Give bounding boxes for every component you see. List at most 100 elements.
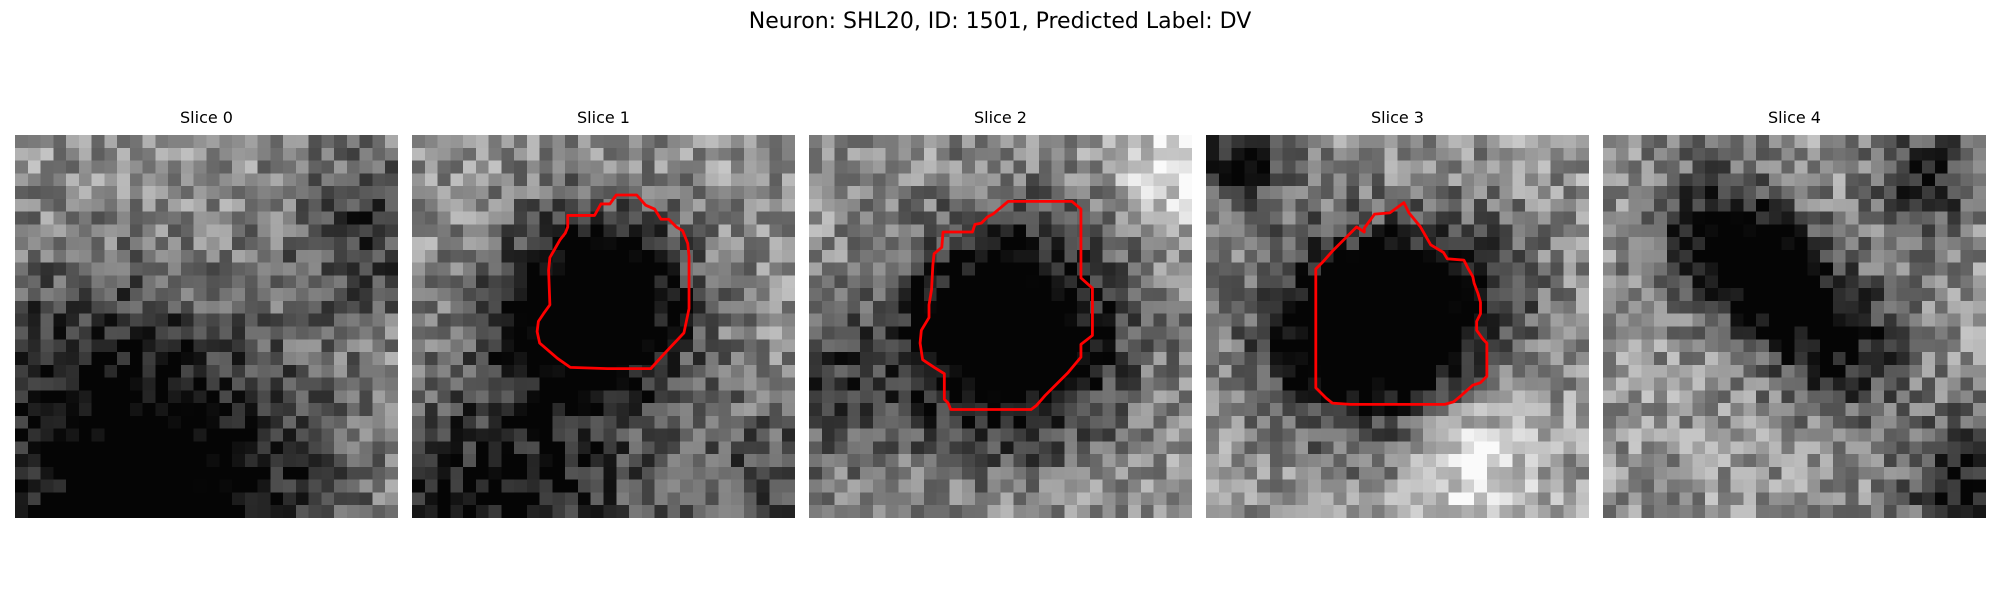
pixel xyxy=(1269,390,1283,404)
pixel xyxy=(321,415,335,429)
pixel xyxy=(1384,326,1398,340)
pixel xyxy=(743,441,757,455)
pixel xyxy=(834,441,848,455)
pixel xyxy=(488,326,502,340)
pixel xyxy=(27,466,41,480)
pixel xyxy=(1166,377,1180,391)
pixel xyxy=(334,364,348,378)
pixel xyxy=(1883,505,1897,518)
pixel xyxy=(821,492,835,506)
pixel xyxy=(501,454,515,468)
pixel xyxy=(1781,173,1795,187)
pixel xyxy=(1308,492,1322,506)
pixel xyxy=(475,224,489,238)
pixel xyxy=(372,262,386,276)
pixel xyxy=(437,211,451,225)
pixel xyxy=(1730,479,1744,493)
pixel xyxy=(936,186,950,200)
pixel xyxy=(1269,364,1283,378)
pixel xyxy=(1820,505,1834,518)
pixel xyxy=(923,313,937,327)
pixel xyxy=(1064,377,1078,391)
pixel xyxy=(66,237,80,251)
pixel xyxy=(692,505,706,518)
pixel xyxy=(1679,262,1693,276)
pixel xyxy=(577,390,591,404)
pixel xyxy=(1794,339,1808,353)
pixel xyxy=(1077,135,1091,149)
pixel xyxy=(334,211,348,225)
pixel xyxy=(232,339,246,353)
pixel xyxy=(898,441,912,455)
pixel xyxy=(372,441,386,455)
pixel xyxy=(1218,313,1232,327)
pixel xyxy=(232,364,246,378)
pixel xyxy=(1820,403,1834,417)
pixel xyxy=(244,135,258,149)
pixel xyxy=(680,262,694,276)
pixel xyxy=(1550,390,1564,404)
pixel xyxy=(1346,262,1360,276)
pixel xyxy=(565,326,579,340)
pixel xyxy=(1563,173,1577,187)
pixel xyxy=(962,415,976,429)
pixel xyxy=(1206,415,1220,429)
pixel xyxy=(641,300,655,314)
pixel xyxy=(1128,237,1142,251)
pixel xyxy=(1077,262,1091,276)
pixel xyxy=(526,466,540,480)
pixel xyxy=(450,441,464,455)
pixel xyxy=(1871,262,1885,276)
pixel xyxy=(1641,135,1655,149)
pixel xyxy=(1013,492,1027,506)
pixel xyxy=(1179,364,1192,378)
pixel xyxy=(155,288,169,302)
pixel xyxy=(129,428,143,442)
pixel xyxy=(847,441,861,455)
pixel xyxy=(424,415,438,429)
pixel xyxy=(1550,326,1564,340)
pixel xyxy=(437,377,451,391)
pixel xyxy=(142,211,156,225)
pixel xyxy=(1140,173,1154,187)
pixel xyxy=(475,339,489,353)
pixel xyxy=(475,313,489,327)
pixel xyxy=(565,135,579,149)
pixel xyxy=(1947,441,1961,455)
pixel xyxy=(769,186,783,200)
pixel xyxy=(1525,224,1539,238)
pixel xyxy=(15,390,29,404)
pixel xyxy=(168,492,182,506)
pixel xyxy=(1768,364,1782,378)
pixel xyxy=(463,262,477,276)
pixel xyxy=(898,160,912,174)
pixel xyxy=(1153,313,1167,327)
pixel xyxy=(1153,492,1167,506)
pixel xyxy=(680,505,694,518)
pixel xyxy=(514,403,528,417)
pixel xyxy=(1615,364,1629,378)
pixel xyxy=(1705,390,1719,404)
pixel xyxy=(641,186,655,200)
pixel xyxy=(654,377,668,391)
pixel xyxy=(1179,160,1192,174)
pixel xyxy=(346,479,360,493)
pixel xyxy=(1807,249,1821,263)
pixel xyxy=(91,377,105,391)
pixel xyxy=(1743,249,1757,263)
pixel xyxy=(718,173,732,187)
pixel xyxy=(692,288,706,302)
pixel xyxy=(1038,249,1052,263)
pixel xyxy=(885,466,899,480)
pixel xyxy=(847,326,861,340)
pixel xyxy=(1922,454,1936,468)
pixel xyxy=(129,211,143,225)
pixel xyxy=(321,454,335,468)
pixel xyxy=(526,479,540,493)
pixel xyxy=(232,198,246,212)
pixel xyxy=(1308,441,1322,455)
pixel xyxy=(1858,454,1872,468)
pixel xyxy=(743,160,757,174)
pixel xyxy=(155,275,169,289)
pixel xyxy=(91,300,105,314)
